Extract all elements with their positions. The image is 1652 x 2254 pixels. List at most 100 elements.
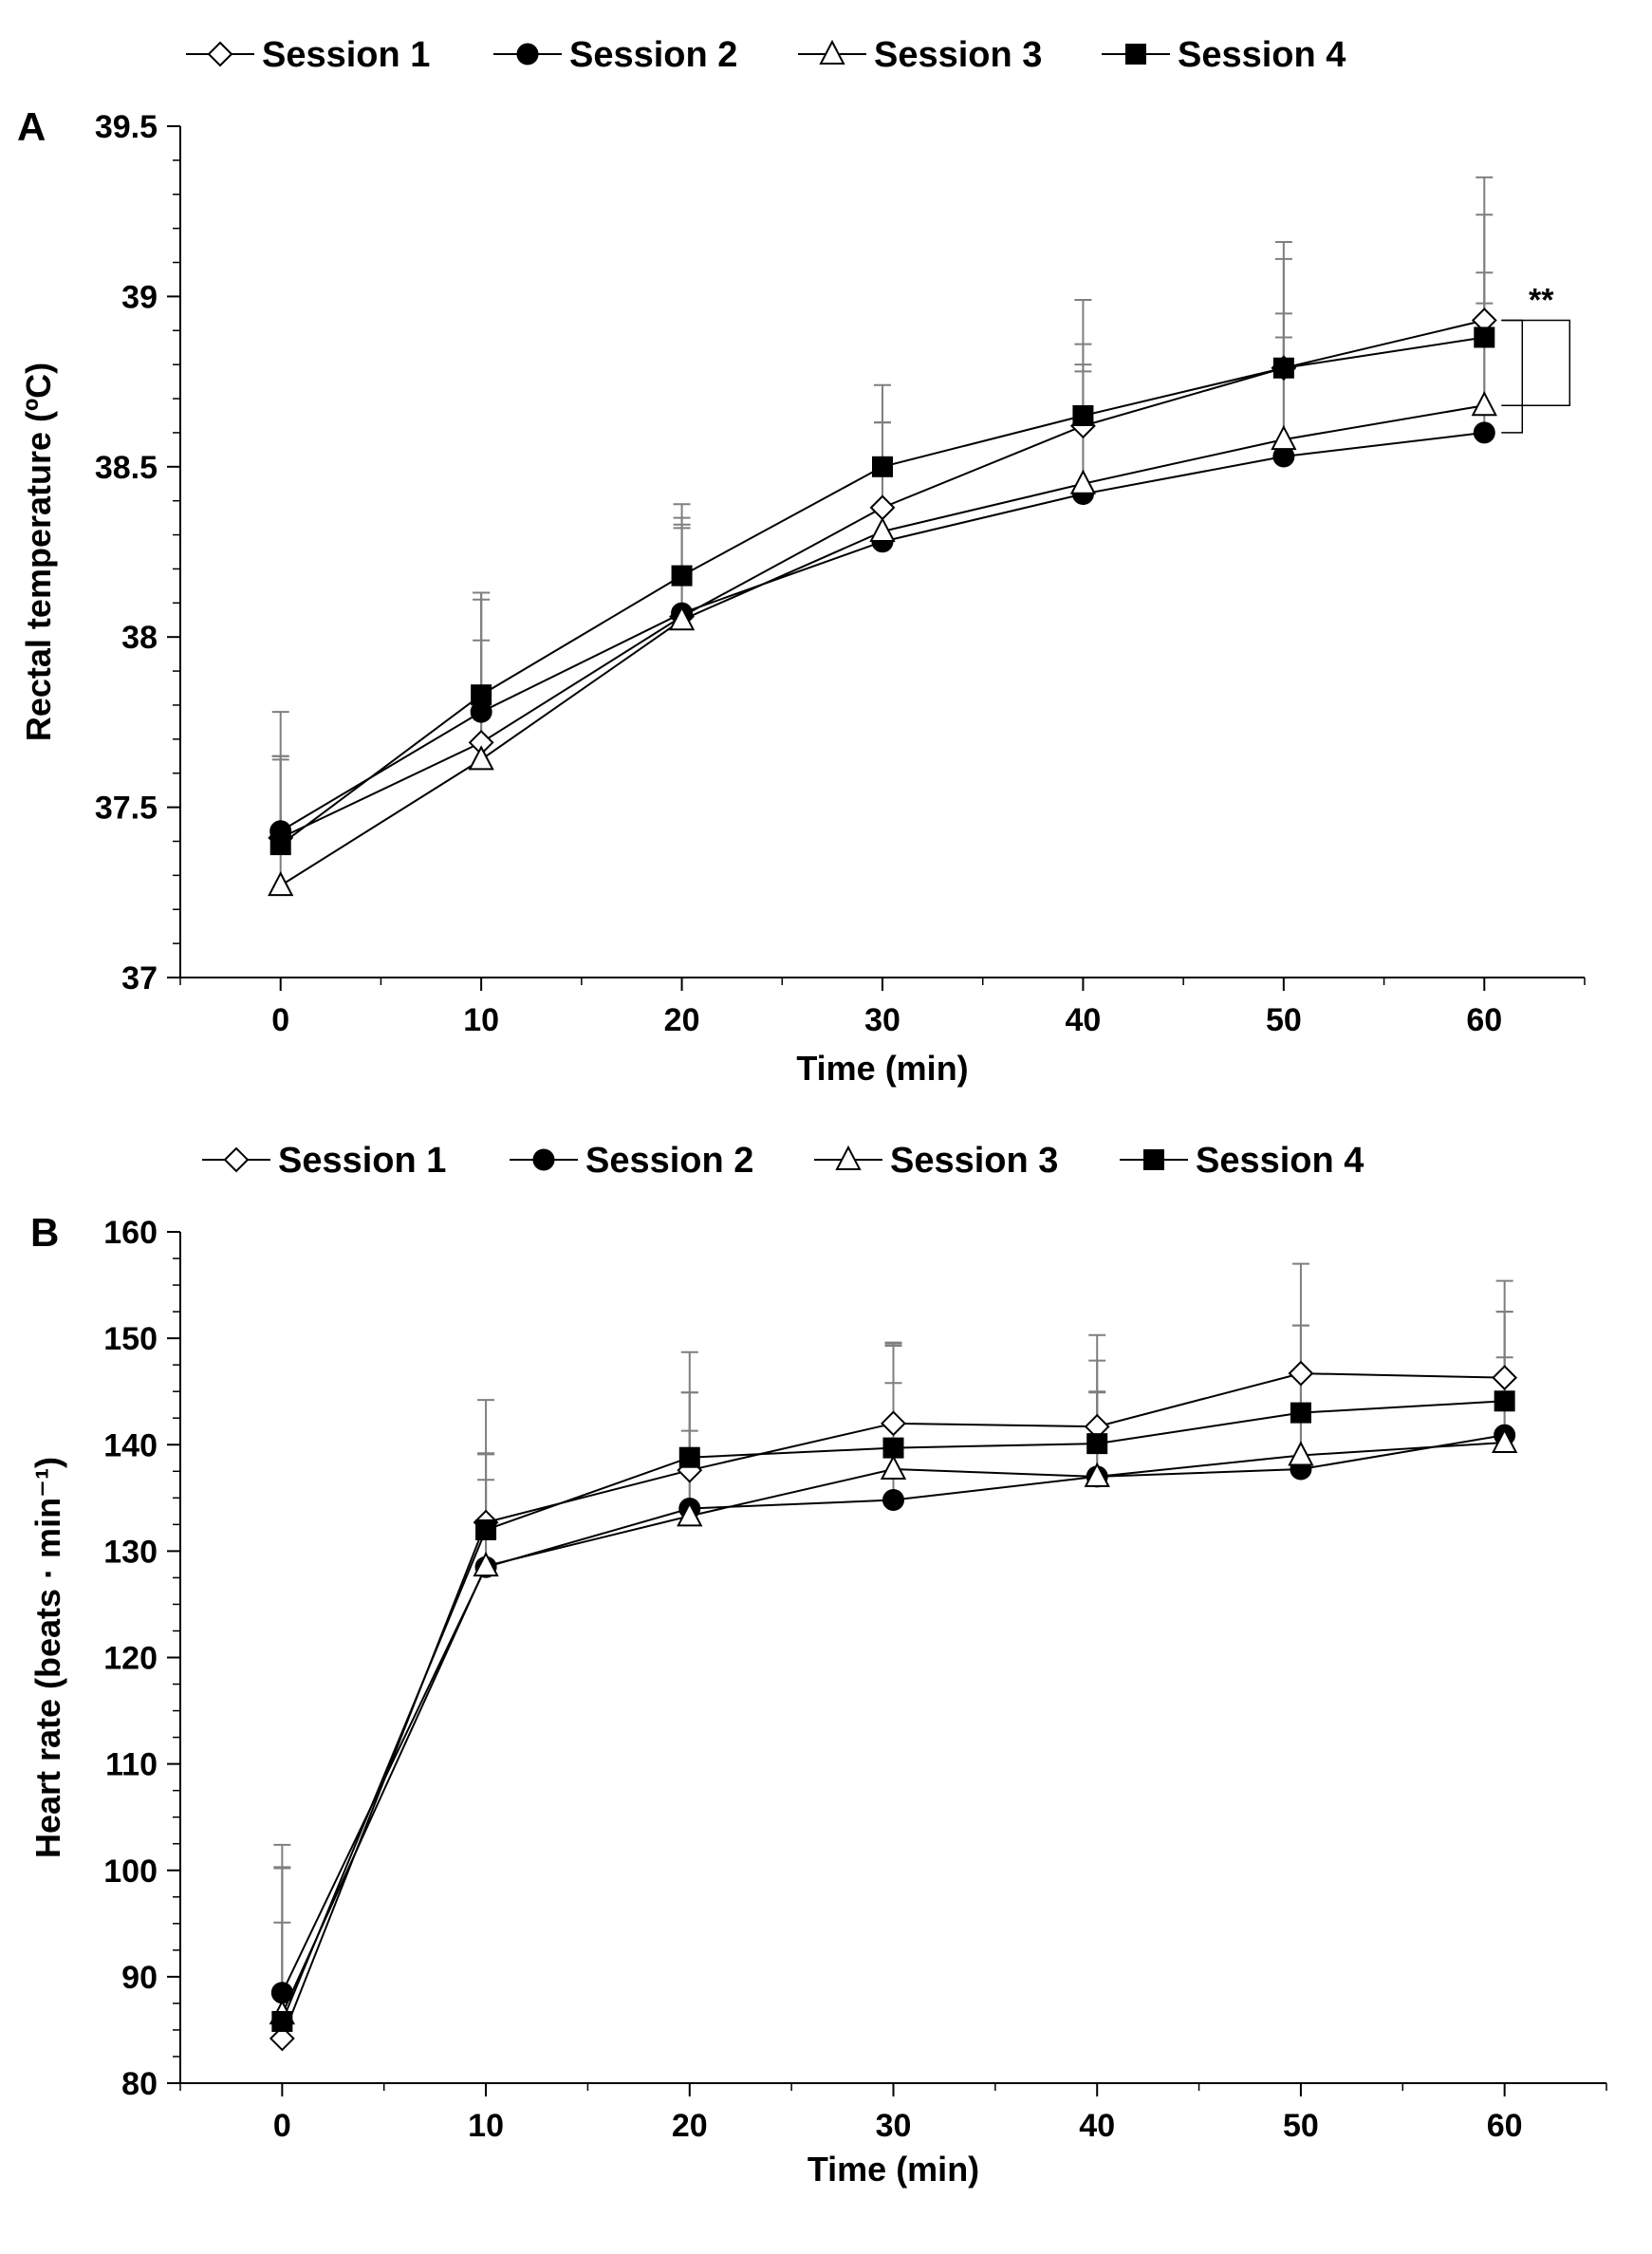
data-point-session-4 [1494,1390,1515,1412]
y-tick-label: 37 [121,960,158,997]
x-tick-label: 40 [1079,2108,1115,2144]
x-tick-label: 20 [672,2108,708,2144]
x-tick-label: 0 [273,2108,291,2144]
data-point-session-1 [1492,1365,1518,1391]
legend-label: Session 3 [890,1141,1058,1181]
data-point-session-4 [271,2010,293,2032]
y-tick-label: 90 [121,1960,158,1996]
legend-label: Session 4 [1196,1141,1364,1181]
legend-marker [516,43,539,65]
legend-item-session-1: Session 1 [202,1141,446,1181]
data-point-session-3 [1084,1462,1110,1487]
y-axis-title: Rectal temperature (ºC) [19,363,58,741]
data-point-session-4 [872,456,893,477]
x-tick-label: 30 [864,1002,900,1038]
legend-label: Session 1 [262,35,430,75]
significance-bracket [1501,319,1571,406]
legend-item-session-1: Session 1 [186,35,430,75]
legend: Session 1 Session 2 Session 3 Session 4 [202,1141,1364,1181]
legend-marker [207,41,233,67]
panel-label: A [17,104,46,149]
legend-label: Session 4 [1178,35,1346,75]
data-point-session-4 [475,1518,497,1540]
data-point-session-4 [882,1437,904,1459]
x-tick-label: 30 [876,2108,912,2144]
y-tick-label: 160 [103,1215,158,1251]
data-point-session-3 [677,1501,703,1527]
y-tick-label: 37.5 [95,791,158,827]
data-point-session-3 [880,1454,907,1481]
legend-label: Session 2 [569,35,737,75]
x-tick-label: 60 [1487,2108,1523,2144]
y-tick-label: 110 [105,1747,158,1783]
data-point-session-4 [1272,357,1294,379]
y-tick-label: 39 [121,279,158,315]
panel-b-heart-rate-chart: 80 90 100 110 120 130 140 150 160 0 10 20 30 40 50 60 Ti… [28,1141,1607,2189]
data-point-session-3 [473,1551,499,1577]
data-point-session-1 [869,494,896,521]
y-tick-label: 38 [121,620,158,656]
legend-item-session-4: Session 4 [1102,35,1346,75]
legend-marker [1143,1149,1164,1170]
y-tick-label: 80 [121,2066,158,2102]
data-point-session-4 [1290,1402,1311,1424]
series-line-session-3 [281,1442,1505,2015]
legend-item-session-3: Session 3 [814,1141,1058,1181]
data-point-session-3 [1288,1441,1314,1466]
data-point-session-1 [269,2025,295,2052]
error-bar-group-4 [271,214,1494,846]
data-point-session-3 [869,516,896,542]
data-point-session-2 [1473,421,1495,444]
x-tick-label: 40 [1066,1002,1102,1038]
data-point-session-4 [471,684,492,706]
legend: Session 1 Session 2 Session 3 Session 4 [186,35,1346,75]
series-line-session-2 [281,1434,1505,1994]
data-point-session-3 [268,870,294,897]
legend-marker [835,1145,862,1170]
legend-marker [1125,44,1146,65]
data-point-session-4 [1474,326,1495,348]
legend-label: Session 3 [874,35,1042,75]
data-point-session-1 [1288,1360,1314,1387]
error-bar-group-2 [271,302,1494,831]
legend-label: Session 2 [585,1141,753,1181]
legend-item-session-2: Session 2 [510,1141,753,1181]
data-point-session-3 [668,605,696,631]
x-tick-label: 60 [1466,1002,1502,1038]
significance-bracket [1501,319,1524,434]
y-tick-label: 39.5 [95,109,158,145]
x-tick-label: 0 [271,1002,289,1038]
x-tick-label: 20 [664,1002,700,1038]
y-tick-label: 150 [103,1321,158,1357]
legend-label: Session 1 [278,1141,446,1181]
x-tick-label: 50 [1283,2108,1319,2144]
data-point-session-4 [671,565,693,587]
legend-item-session-2: Session 2 [493,35,737,75]
data-point-session-4 [678,1446,700,1468]
y-axis-title: Heart rate (beats · min⁻¹) [28,1457,67,1858]
data-point-session-2 [882,1489,904,1512]
x-axis-title: Time (min) [807,2150,979,2189]
y-tick-label: 100 [103,1853,158,1890]
panel-a-rectal-temperature-chart: 37 37.5 38 38.5 39 39.5 0 10 20 30 40 50 60 Time (min… [17,35,1586,1088]
data-point-session-3 [468,745,494,771]
legend-marker [532,1148,555,1171]
legend-item-session-4: Session 4 [1120,1141,1364,1181]
data-point-session-3 [1471,391,1497,417]
data-point-session-4 [269,834,291,856]
y-tick-label: 130 [103,1534,158,1570]
legend-marker [223,1146,250,1173]
data-point-session-3 [1491,1427,1518,1454]
legend-item-session-3: Session 3 [798,35,1042,75]
data-point-session-3 [1271,424,1297,451]
x-axis-title: Time (min) [796,1049,968,1088]
data-point-session-3 [1069,469,1097,494]
x-tick-label: 10 [468,2108,504,2144]
legend-marker [819,39,845,65]
data-point-session-1 [881,1410,906,1437]
x-tick-label: 10 [463,1002,499,1038]
data-point-session-4 [1072,404,1094,426]
x-tick-label: 50 [1266,1002,1302,1038]
panel-label: B [30,1210,59,1255]
